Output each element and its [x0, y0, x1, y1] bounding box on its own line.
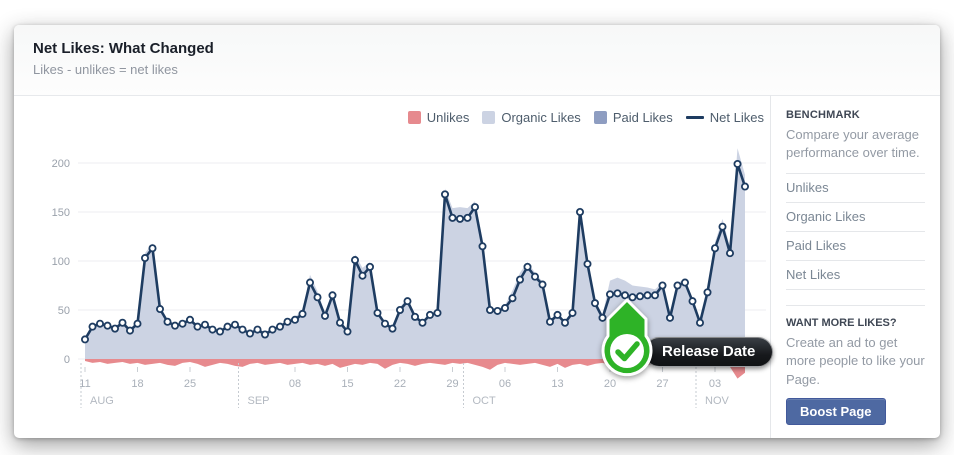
benchmark-description: Compare your average performance over ti… [786, 127, 920, 161]
svg-text:OCT: OCT [473, 395, 497, 407]
svg-text:03: 03 [709, 378, 721, 390]
organic-likes-swatch-icon [482, 111, 496, 124]
svg-text:25: 25 [184, 378, 196, 390]
legend-label: Net Likes [709, 110, 764, 125]
svg-text:100: 100 [52, 256, 70, 268]
tooltip-text: Release Date [662, 343, 756, 360]
svg-text:15: 15 [341, 378, 353, 390]
unlikes-area [85, 359, 745, 379]
svg-text:22: 22 [394, 378, 406, 390]
svg-text:13: 13 [551, 378, 563, 390]
svg-text:150: 150 [52, 207, 70, 219]
legend-item-net-likes[interactable]: Net Likes [685, 110, 764, 125]
promo-section: WANT MORE LIKES? Create an ad to get mor… [786, 304, 925, 426]
organic-likes-area [85, 148, 745, 359]
svg-text:06: 06 [499, 378, 511, 390]
legend-label: Organic Likes [501, 110, 581, 125]
legend-item-organic-likes[interactable]: Organic Likes [482, 110, 581, 125]
benchmark-option-paid-likes[interactable]: Paid Likes [786, 232, 925, 261]
legend-item-paid-likes[interactable]: Paid Likes [593, 110, 673, 125]
benchmark-option-organic-likes[interactable]: Organic Likes [786, 203, 925, 232]
svg-text:SEP: SEP [248, 395, 270, 407]
svg-text:29: 29 [446, 378, 458, 390]
benchmark-option-net-likes[interactable]: Net Likes [786, 261, 925, 290]
release-date-tooltip: Release Date [644, 337, 774, 367]
net-likes-points [81, 159, 750, 344]
net-likes-chart: 0 50 100 150 200 11 18 25 08 15 22 29 06 13 20 27 03 AUG S… [52, 148, 766, 408]
chart-panel: Unlikes Organic Likes Paid Likes Net Lik… [14, 95, 774, 438]
chart-legend: Unlikes Organic Likes Paid Likes Net Lik… [407, 110, 764, 125]
svg-text:18: 18 [131, 378, 143, 390]
check-icon [601, 298, 653, 377]
svg-text:11: 11 [79, 378, 90, 390]
benchmark-heading: BENCHMARK [786, 109, 860, 121]
net-likes-line-icon [685, 116, 704, 119]
benchmark-options: Unlikes Organic Likes Paid Likes Net Lik… [786, 172, 925, 290]
unlikes-swatch-icon [407, 111, 421, 124]
page-title: Net Likes: What Changed [33, 40, 214, 57]
legend-label: Unlikes [426, 110, 470, 125]
svg-text:08: 08 [289, 378, 301, 390]
promo-description: Create an ad to get more people to like … [786, 334, 925, 387]
svg-text:50: 50 [58, 305, 70, 317]
x-axis: 11 18 25 08 15 22 29 06 13 20 27 03 AUG SEP OCT NOV [79, 363, 730, 408]
promo-heading: WANT MORE LIKES? [786, 316, 897, 329]
svg-text:20: 20 [604, 378, 616, 390]
svg-text:27: 27 [656, 378, 668, 390]
svg-text:200: 200 [52, 158, 70, 170]
release-date-marker[interactable] [596, 297, 658, 381]
benchmark-sidebar: BENCHMARK Compare your average performan… [770, 95, 940, 438]
svg-text:NOV: NOV [705, 395, 730, 407]
paid-likes-swatch-icon [593, 111, 607, 124]
benchmark-option-unlikes[interactable]: Unlikes [786, 174, 925, 203]
svg-text:0: 0 [64, 354, 70, 366]
svg-text:AUG: AUG [90, 395, 114, 407]
boost-page-button[interactable]: Boost Page [786, 398, 886, 426]
legend-item-unlikes[interactable]: Unlikes [407, 110, 470, 125]
card-body: Unlikes Organic Likes Paid Likes Net Lik… [14, 95, 940, 438]
insights-card: Net Likes: What Changed Likes - unlikes … [14, 25, 940, 438]
card-header: Net Likes: What Changed Likes - unlikes … [14, 25, 940, 96]
legend-label: Paid Likes [612, 110, 673, 125]
page-subtitle: Likes - unlikes = net likes [33, 62, 178, 77]
